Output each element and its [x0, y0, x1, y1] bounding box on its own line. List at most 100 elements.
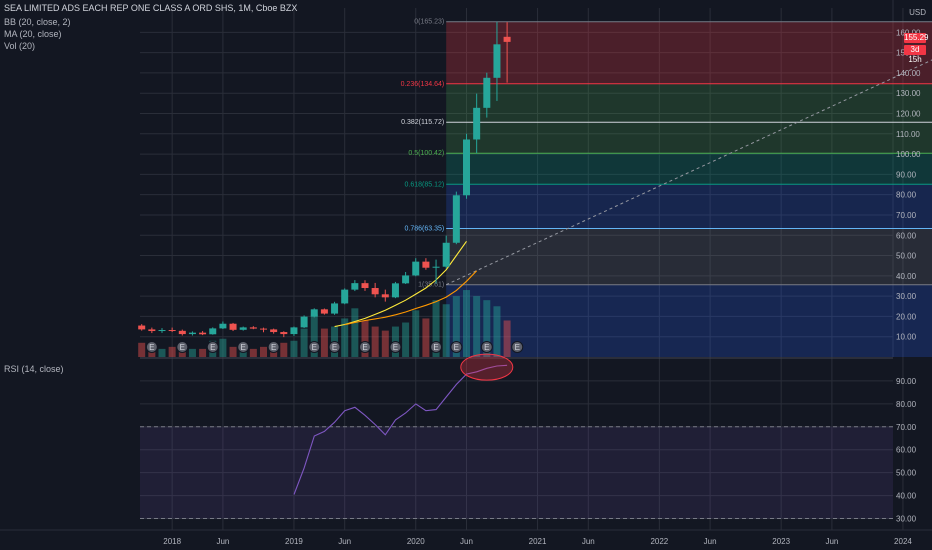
- earnings-marker: [206, 341, 219, 353]
- rsi-tick-label: 60.00: [896, 446, 917, 455]
- price-tick-label: 20.00: [896, 312, 917, 321]
- price-tick-label: 80.00: [896, 191, 917, 200]
- candle-body: [351, 283, 359, 290]
- volume-bar: [452, 296, 460, 357]
- candle: [442, 235, 450, 269]
- earnings-marker: [267, 341, 280, 353]
- ma-legend[interactable]: MA (20, close): [4, 29, 62, 39]
- fib-zone: [446, 184, 932, 229]
- earnings-label: E: [454, 343, 459, 352]
- earnings-label: E: [312, 343, 317, 352]
- candle-body: [381, 294, 389, 298]
- candle: [178, 329, 186, 336]
- earnings-marker: [450, 341, 463, 353]
- countdown-tag: 3d 15h: [904, 45, 926, 64]
- time-tick-label: Jun: [582, 537, 595, 546]
- candle-body: [341, 289, 349, 304]
- earnings-label: E: [484, 343, 489, 352]
- candle: [270, 328, 278, 334]
- price-tick-label: 130.00: [896, 89, 921, 98]
- volume-bar: [503, 320, 511, 357]
- candle: [300, 315, 308, 328]
- bb-legend[interactable]: BB (20, close, 2): [4, 17, 71, 27]
- moving-average-line: [344, 270, 478, 326]
- candle-body: [422, 261, 430, 268]
- volume-bar: [199, 348, 207, 357]
- candle: [473, 93, 481, 154]
- candle: [341, 288, 349, 305]
- candle: [412, 258, 420, 277]
- rsi-tick-label: 40.00: [896, 492, 917, 501]
- time-tick-label: 2021: [529, 537, 547, 546]
- price-tick-label: 160.00: [896, 28, 921, 37]
- volume-legend[interactable]: Vol (20): [4, 41, 36, 51]
- volume-bar: [422, 318, 430, 357]
- candle: [432, 259, 440, 284]
- price-tick-label: 90.00: [896, 170, 917, 179]
- candle-body: [280, 332, 288, 335]
- earnings-marker: [511, 341, 524, 353]
- candle: [188, 331, 196, 336]
- rsi-legend[interactable]: RSI (14, close): [4, 364, 64, 374]
- candle: [493, 21, 501, 101]
- currency-label: USD: [909, 8, 926, 17]
- time-tick-label: Jun: [338, 537, 351, 546]
- fib-zone: [446, 153, 932, 185]
- candle-body: [503, 36, 511, 42]
- time-tick-label: Jun: [825, 537, 838, 546]
- price-tick-label: 100.00: [896, 150, 921, 159]
- price-tick-label: 140.00: [896, 69, 921, 78]
- fib-zone: [446, 83, 932, 123]
- rsi-tick-label: 80.00: [896, 400, 917, 409]
- candle-body: [239, 327, 247, 330]
- time-tick-label: Jun: [460, 537, 473, 546]
- candle-body: [483, 77, 491, 108]
- fib-label: 0.5(100.42): [408, 150, 444, 157]
- earnings-marker: [237, 341, 250, 353]
- rsi-band: [140, 426, 893, 519]
- time-tick-label: 2024: [894, 537, 912, 546]
- candle: [361, 280, 369, 291]
- rsi-tick-label: 90.00: [896, 377, 917, 386]
- earnings-label: E: [332, 343, 337, 352]
- volume-bar: [483, 300, 491, 357]
- candle: [168, 327, 176, 333]
- fib-label: 0.618(85.12): [404, 181, 444, 188]
- volume-bar: [138, 342, 146, 357]
- candle: [148, 327, 156, 334]
- candle-body: [138, 325, 146, 330]
- volume-bar: [290, 340, 298, 357]
- fib-zone: [446, 228, 932, 285]
- rsi-tick-label: 30.00: [896, 515, 917, 524]
- volume-bar: [158, 348, 166, 357]
- candle-body: [463, 139, 470, 196]
- fib-label: 0(165.23): [414, 19, 444, 26]
- candle: [351, 280, 359, 292]
- last-price-tag: 155.29: [904, 33, 929, 43]
- earnings-label: E: [180, 343, 185, 352]
- earnings-marker: [389, 341, 402, 353]
- candle-body: [371, 288, 379, 295]
- earnings-label: E: [362, 343, 367, 352]
- candle-body: [442, 242, 450, 267]
- time-tick-label: Jun: [704, 537, 717, 546]
- candle-body: [229, 323, 237, 330]
- candle: [422, 258, 430, 270]
- candle-body: [168, 330, 176, 332]
- volume-bar: [249, 348, 257, 357]
- candle-body: [310, 309, 318, 317]
- candle: [249, 326, 257, 330]
- volume-bar: [188, 348, 196, 357]
- time-tick-label: Jun: [216, 537, 229, 546]
- bollinger-upper-line: [334, 240, 467, 328]
- candle: [371, 282, 379, 298]
- earnings-marker: [308, 341, 321, 353]
- volume-bar: [229, 346, 237, 357]
- time-tick-label: 2022: [650, 537, 668, 546]
- candle-body: [300, 316, 308, 328]
- fib-label: 1(35.61): [418, 282, 444, 289]
- rsi-line: [293, 364, 508, 495]
- candle: [381, 289, 389, 302]
- candle: [463, 133, 470, 199]
